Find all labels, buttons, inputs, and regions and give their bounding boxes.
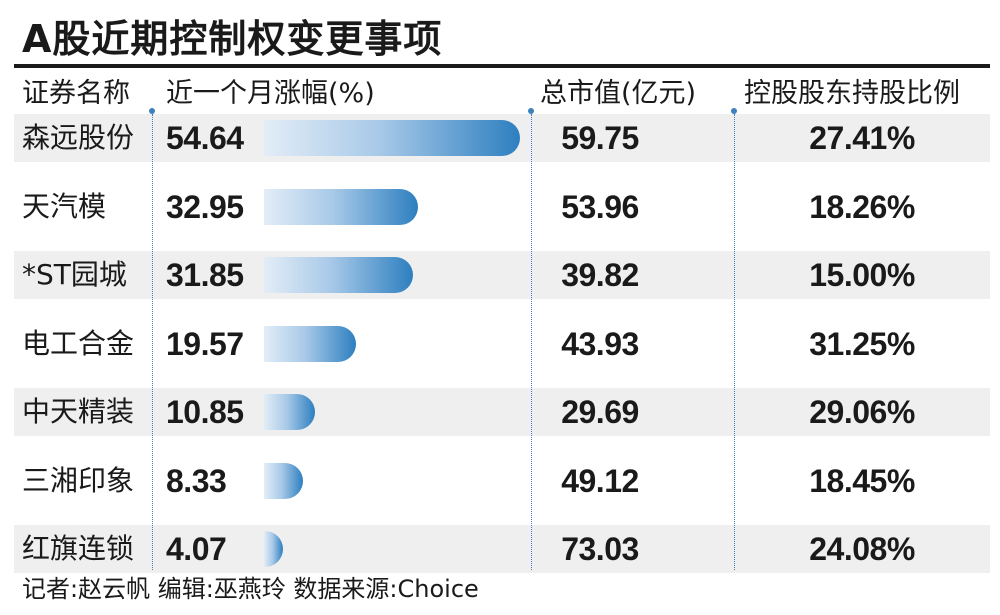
row-change-label: 4.07: [166, 531, 227, 567]
change-bar: [264, 394, 315, 430]
header-monthly-change: 近一个月涨幅(%): [166, 78, 375, 109]
row-market-cap: 59.75: [561, 120, 639, 156]
title-rule: [14, 64, 990, 68]
change-bar: [264, 531, 283, 567]
row-security-name: 电工合金: [22, 327, 135, 360]
header-holding-ratio: 控股股东持股比例: [744, 78, 960, 109]
row-market-cap: 29.69: [561, 394, 639, 430]
change-bar: [264, 326, 356, 362]
table-row: [14, 251, 990, 299]
column-divider-dot: [731, 108, 737, 114]
row-change-label: 31.85: [166, 257, 244, 293]
row-security-name: 红旗连锁: [22, 532, 135, 565]
row-change-label: 10.85: [166, 394, 244, 430]
column-divider: [734, 114, 735, 570]
change-bar: [264, 189, 418, 225]
row-market-cap: 53.96: [561, 189, 639, 225]
row-holding-ratio: 18.45%: [809, 463, 915, 499]
row-holding-ratio: 15.00%: [809, 257, 915, 293]
chart-title: A股近期控制权变更事项: [22, 17, 443, 61]
row-change-label: 8.33: [166, 463, 227, 499]
header-security-name: 证券名称: [22, 78, 130, 109]
column-divider-dot: [528, 108, 534, 114]
row-holding-ratio: 31.25%: [809, 326, 915, 362]
column-divider-dot: [149, 108, 155, 114]
row-market-cap: 39.82: [561, 257, 639, 293]
change-bar: [264, 120, 520, 156]
header-market-cap: 总市值(亿元): [540, 78, 697, 109]
column-divider: [152, 114, 153, 570]
column-divider: [531, 114, 532, 570]
row-holding-ratio: 29.06%: [809, 394, 915, 430]
row-holding-ratio: 24.08%: [809, 531, 915, 567]
row-change-label: 19.57: [166, 326, 244, 362]
row-market-cap: 49.12: [561, 463, 639, 499]
row-change-label: 32.95: [166, 189, 244, 225]
row-security-name: 天汽模: [22, 190, 107, 223]
row-market-cap: 73.03: [561, 531, 639, 567]
row-holding-ratio: 18.26%: [809, 189, 915, 225]
row-security-name: *ST园城: [22, 258, 127, 291]
table-row: [14, 525, 990, 573]
row-security-name: 三湘印象: [22, 464, 135, 497]
row-security-name: 中天精装: [22, 395, 135, 428]
change-bar: [264, 463, 303, 499]
row-holding-ratio: 27.41%: [809, 120, 915, 156]
change-bar: [264, 257, 413, 293]
row-change-label: 54.64: [166, 120, 244, 156]
footer-credits: 记者:赵云帆 编辑:巫燕玲 数据来源:Choice: [22, 575, 479, 603]
row-security-name: 森远股份: [22, 121, 135, 154]
row-market-cap: 43.93: [561, 326, 639, 362]
table-row: [14, 388, 990, 436]
